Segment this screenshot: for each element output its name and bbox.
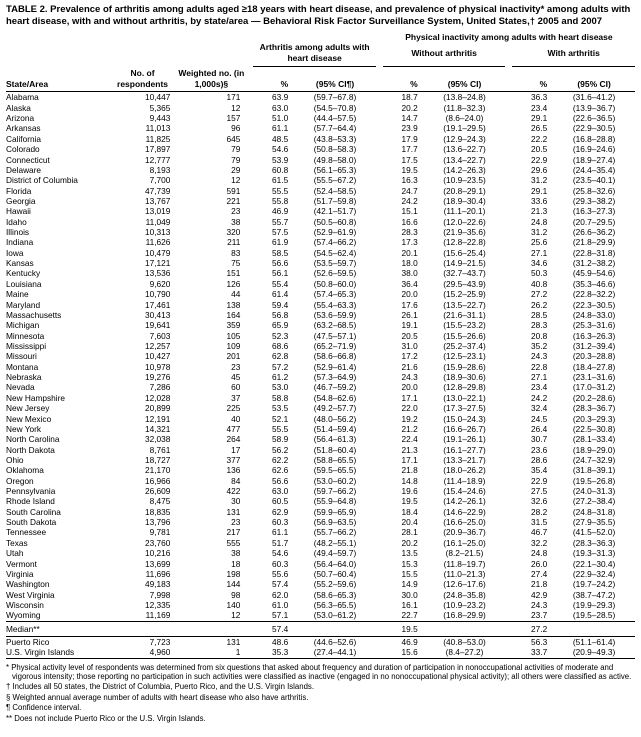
table-row: Alabama10,44717163.9(59.7–67.8)18.7(13.8… (6, 92, 635, 103)
table-row: Maryland17,46113859.4(55.4–63.3)17.6(13.… (6, 300, 635, 310)
table-row: Montana10,9782357.2(52.9–61.4)21.6(15.9–… (6, 362, 635, 372)
median-pct2: 19.5 (383, 621, 424, 636)
median-pct1: 57.4 (253, 621, 294, 636)
table-row: U.S. Virgin Islands4,960135.3(27.4–44.1)… (6, 647, 635, 658)
table-row: Oregon16,9668456.6(53.0–60.2)14.8(11.4–1… (6, 476, 635, 486)
table-row: Maine10,7904461.4(57.4–65.3)20.0(15.2–25… (6, 289, 635, 299)
table-row: New Hampshire12,0283758.8(54.8–62.6)17.1… (6, 393, 635, 403)
table-row: California11,82564548.5(43.8–53.3)17.9(1… (6, 134, 635, 144)
table-row: Mississippi12,25710968.6(65.2–71.9)31.0(… (6, 341, 635, 351)
col-n: No. of respondents (109, 66, 177, 92)
table-row: Georgia13,76722155.8(51.7–59.8)24.2(18.9… (6, 196, 635, 206)
table-row: Nebraska19,2764561.2(57.3–64.9)24.3(18.9… (6, 372, 635, 382)
table-row: South Carolina18,83513162.9(59.9–65.9)18… (6, 507, 635, 517)
col-group-with: With arthritis (512, 42, 635, 66)
table-row: Louisiana9,62012655.4(50.8–60.0)36.4(29.… (6, 279, 635, 289)
col-ci3: (95% CI) (553, 66, 635, 92)
footnote: † Includes all 50 states, the District o… (6, 682, 635, 691)
table-row: Nevada7,2866053.0(46.7–59.2)20.0(12.8–29… (6, 382, 635, 392)
table-row: Oklahoma21,17013662.6(59.5–65.5)21.8(18.… (6, 465, 635, 475)
table-row: Hawaii13,0192346.9(42.1–51.7)15.1(11.1–2… (6, 206, 635, 216)
col-group-phys: Physical inactivity among adults with he… (383, 32, 635, 43)
table-row: Michigan19,64135965.9(63.2–68.5)19.1(15.… (6, 320, 635, 330)
table-row: Florida47,73959155.5(52.4–58.5)24.7(20.8… (6, 186, 635, 196)
col-pct3: % (512, 66, 553, 92)
footnote: * Physical activity level of respondents… (6, 663, 635, 682)
table-row: West Virginia7,9989862.0(58.6–65.3)30.0(… (6, 590, 635, 600)
col-pct2: % (383, 66, 424, 92)
col-ci2: (95% CI) (424, 66, 506, 92)
table-row: Idaho11,0493855.7(50.5–60.8)16.6(12.0–22… (6, 217, 635, 227)
table-row: Arkansas11,0139661.1(57.7–64.4)23.9(19.1… (6, 123, 635, 133)
footnote: § Weighted annual average number of adul… (6, 693, 635, 702)
table-row: South Dakota13,7962360.3(56.9–63.5)20.4(… (6, 517, 635, 527)
table-row: Vermont13,6991860.3(56.4–64.0)15.3(11.8–… (6, 559, 635, 569)
col-group-without: Without arthritis (383, 42, 506, 66)
table-row: Puerto Rico7,72313148.6(44.6–52.6)46.9(4… (6, 637, 635, 648)
table-row: Ohio18,72737762.2(58.8–65.5)17.1(13.3–21… (6, 455, 635, 465)
table-title: TABLE 2. Prevalence of arthritis among a… (6, 4, 635, 28)
footnote: ¶ Confidence interval. (6, 703, 635, 712)
data-table: Physical inactivity among adults with he… (6, 32, 635, 659)
col-pct1: % (253, 66, 294, 92)
col-state: State/Area (6, 66, 109, 92)
table-row: District of Columbia7,7001261.5(55.5–67.… (6, 175, 635, 185)
table-row: Indiana11,62621161.9(57.4–66.2)17.3(12.8… (6, 237, 635, 247)
table-row: Utah10,2163854.6(49.4–59.7)13.5(8.2–21.5… (6, 548, 635, 558)
footnotes: * Physical activity level of respondents… (6, 663, 635, 723)
table-row: Wisconsin12,33514061.0(56.3–65.5)16.1(10… (6, 600, 635, 610)
table-row: North Dakota8,7611756.2(51.8–60.4)21.3(1… (6, 445, 635, 455)
table-row: Connecticut12,7777953.9(49.8–58.0)17.5(1… (6, 155, 635, 165)
table-row: North Carolina32,03826458.9(56.4–61.3)22… (6, 434, 635, 444)
table-row: Arizona9,44315751.0(44.4–57.5)14.7(8.6–2… (6, 113, 635, 123)
table-row: Minnesota7,60310552.3(47.5–57.1)20.5(15.… (6, 331, 635, 341)
median-label: Median** (6, 621, 109, 636)
col-group-arth: Arthritis among adults with heart diseas… (253, 42, 376, 66)
table-row: Alaska5,3651263.0(54.5–70.8)20.2(11.8–32… (6, 103, 635, 113)
table-row: Virginia11,69619855.6(50.7–60.4)15.5(11.… (6, 569, 635, 579)
table-row: Wyoming11,1691257.1(53.0–61.2)22.7(16.8–… (6, 610, 635, 621)
footnote: ** Does not include Puerto Rico or the U… (6, 714, 635, 723)
table-row: Tennessee9,78121761.1(55.7–66.2)28.1(20.… (6, 527, 635, 537)
col-w: Weighted no. (in 1,000s)§ (176, 66, 246, 92)
median-row: Median** 57.4 19.5 27.2 (6, 621, 635, 636)
table-row: Texas23,76055551.7(48.2–55.1)20.2(16.1–2… (6, 538, 635, 548)
table-row: Washington49,18314457.4(55.2–59.6)14.9(1… (6, 579, 635, 589)
table-row: Kentucky13,53615156.1(52.6–59.5)38.0(32.… (6, 268, 635, 278)
table-row: Missouri10,42720162.8(58.6–66.8)17.2(12.… (6, 351, 635, 361)
table-row: Illinois10,31332057.5(52.9–61.9)28.3(21.… (6, 227, 635, 237)
table-row: Kansas17,1217556.6(53.5–59.7)18.0(14.9–2… (6, 258, 635, 268)
table-row: New Jersey20,89922553.5(49.2–57.7)22.0(1… (6, 403, 635, 413)
table-row: Iowa10,4798358.5(54.5–62.4)20.1(15.6–25.… (6, 248, 635, 258)
table-row: Pennsylvania26,60942263.0(59.7–66.2)19.6… (6, 486, 635, 496)
col-ci1: (95% CI¶) (294, 66, 376, 92)
table-row: New York14,32147755.5(51.4–59.4)21.2(16.… (6, 424, 635, 434)
table-row: Delaware8,1932960.8(56.1–65.3)19.5(14.2–… (6, 165, 635, 175)
table-row: Massachusetts30,41316456.8(53.6–59.9)26.… (6, 310, 635, 320)
median-pct3: 27.2 (512, 621, 553, 636)
table-row: New Mexico12,1914052.1(48.0–56.2)19.2(15… (6, 414, 635, 424)
table-row: Colorado17,8977954.6(50.8–58.3)17.7(13.6… (6, 144, 635, 154)
table-row: Rhode Island8,4753060.5(55.9–64.8)19.5(1… (6, 496, 635, 506)
